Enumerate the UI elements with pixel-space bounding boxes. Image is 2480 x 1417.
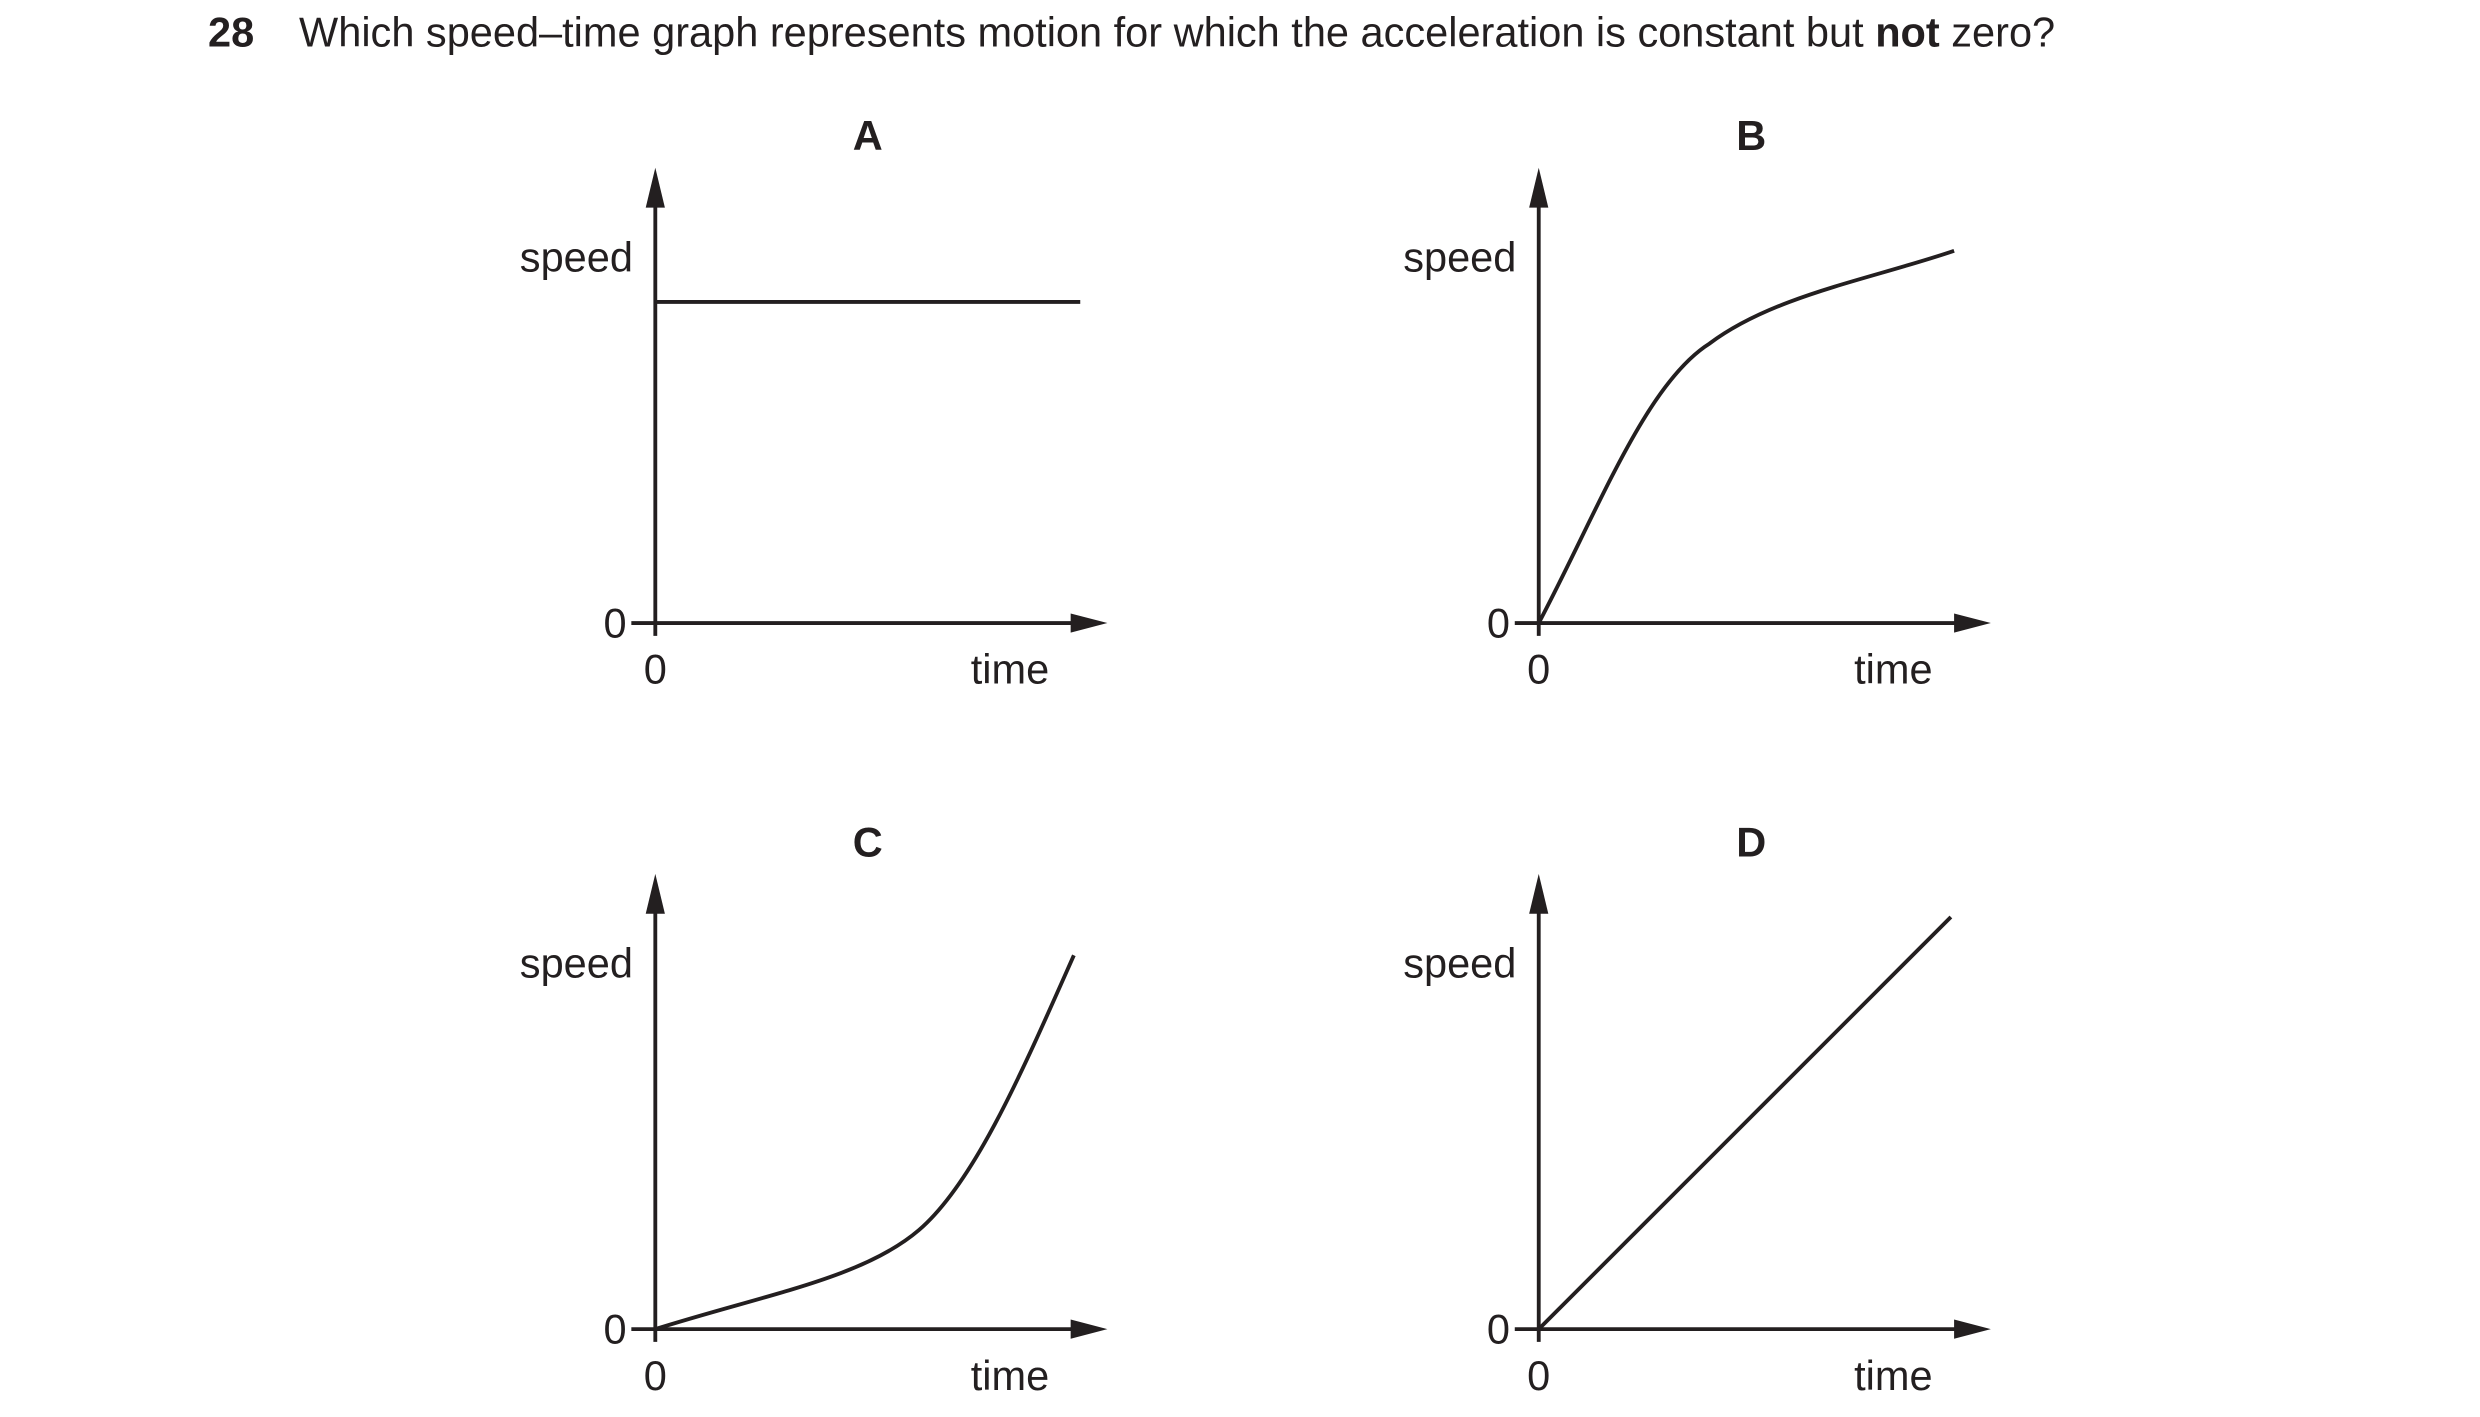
x-axis-label: time (1854, 646, 1932, 693)
x-axis-arrow (1070, 613, 1108, 633)
graph-curve (1537, 248, 1955, 624)
option-label: B (1736, 112, 1766, 159)
y-axis-label: speed (1403, 940, 1516, 987)
question-text: Which speed–time graph represents motion… (299, 8, 2055, 55)
y-axis-arrow (645, 873, 665, 914)
x-origin-label: 0 (1527, 646, 1550, 693)
x-origin-label: 0 (644, 1352, 667, 1399)
x-origin-label: 0 (644, 646, 667, 693)
y-axis-arrow (1529, 167, 1549, 208)
y-axis-label: speed (520, 234, 633, 281)
option-label: D (1736, 818, 1766, 865)
graph-curve (654, 954, 1076, 1331)
x-axis-label: time (971, 646, 1049, 693)
x-axis-label: time (1854, 1352, 1932, 1399)
question-text-end: zero? (1951, 8, 2055, 55)
question-emphasis: not (1875, 8, 1940, 55)
y-axis-arrow (645, 167, 665, 208)
graph-curve (1537, 915, 1953, 1331)
x-axis-arrow (1070, 1319, 1108, 1339)
y-axis-label: speed (520, 940, 633, 987)
y-origin-label: 0 (1487, 599, 1510, 646)
x-origin-label: 0 (1527, 1352, 1550, 1399)
option-label: C (853, 818, 883, 865)
question-text-start: Which speed–time graph represents motion… (299, 8, 1864, 55)
x-axis-label: time (971, 1352, 1049, 1399)
question-number: 28 (208, 8, 254, 55)
y-axis-label: speed (1403, 234, 1516, 281)
x-axis-arrow (1954, 613, 1991, 633)
y-origin-label: 0 (1487, 1306, 1510, 1353)
y-origin-label: 0 (603, 599, 626, 646)
y-origin-label: 0 (603, 1306, 626, 1353)
y-axis-arrow (1529, 873, 1549, 914)
option-label: A (853, 112, 883, 159)
x-axis-arrow (1954, 1319, 1991, 1339)
